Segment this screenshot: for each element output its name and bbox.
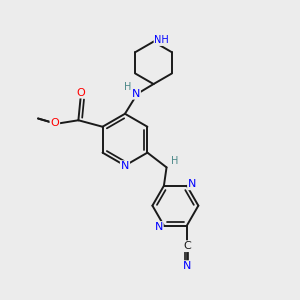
- Text: N: N: [121, 161, 129, 171]
- Text: N: N: [154, 222, 163, 232]
- Text: O: O: [50, 118, 59, 128]
- Text: H: H: [124, 82, 132, 92]
- Text: O: O: [76, 88, 85, 98]
- Text: C: C: [183, 241, 191, 251]
- Text: N: N: [183, 261, 191, 271]
- Text: N: N: [132, 89, 140, 99]
- Text: NH: NH: [154, 35, 169, 45]
- Text: N: N: [188, 179, 196, 189]
- Text: H: H: [171, 156, 178, 166]
